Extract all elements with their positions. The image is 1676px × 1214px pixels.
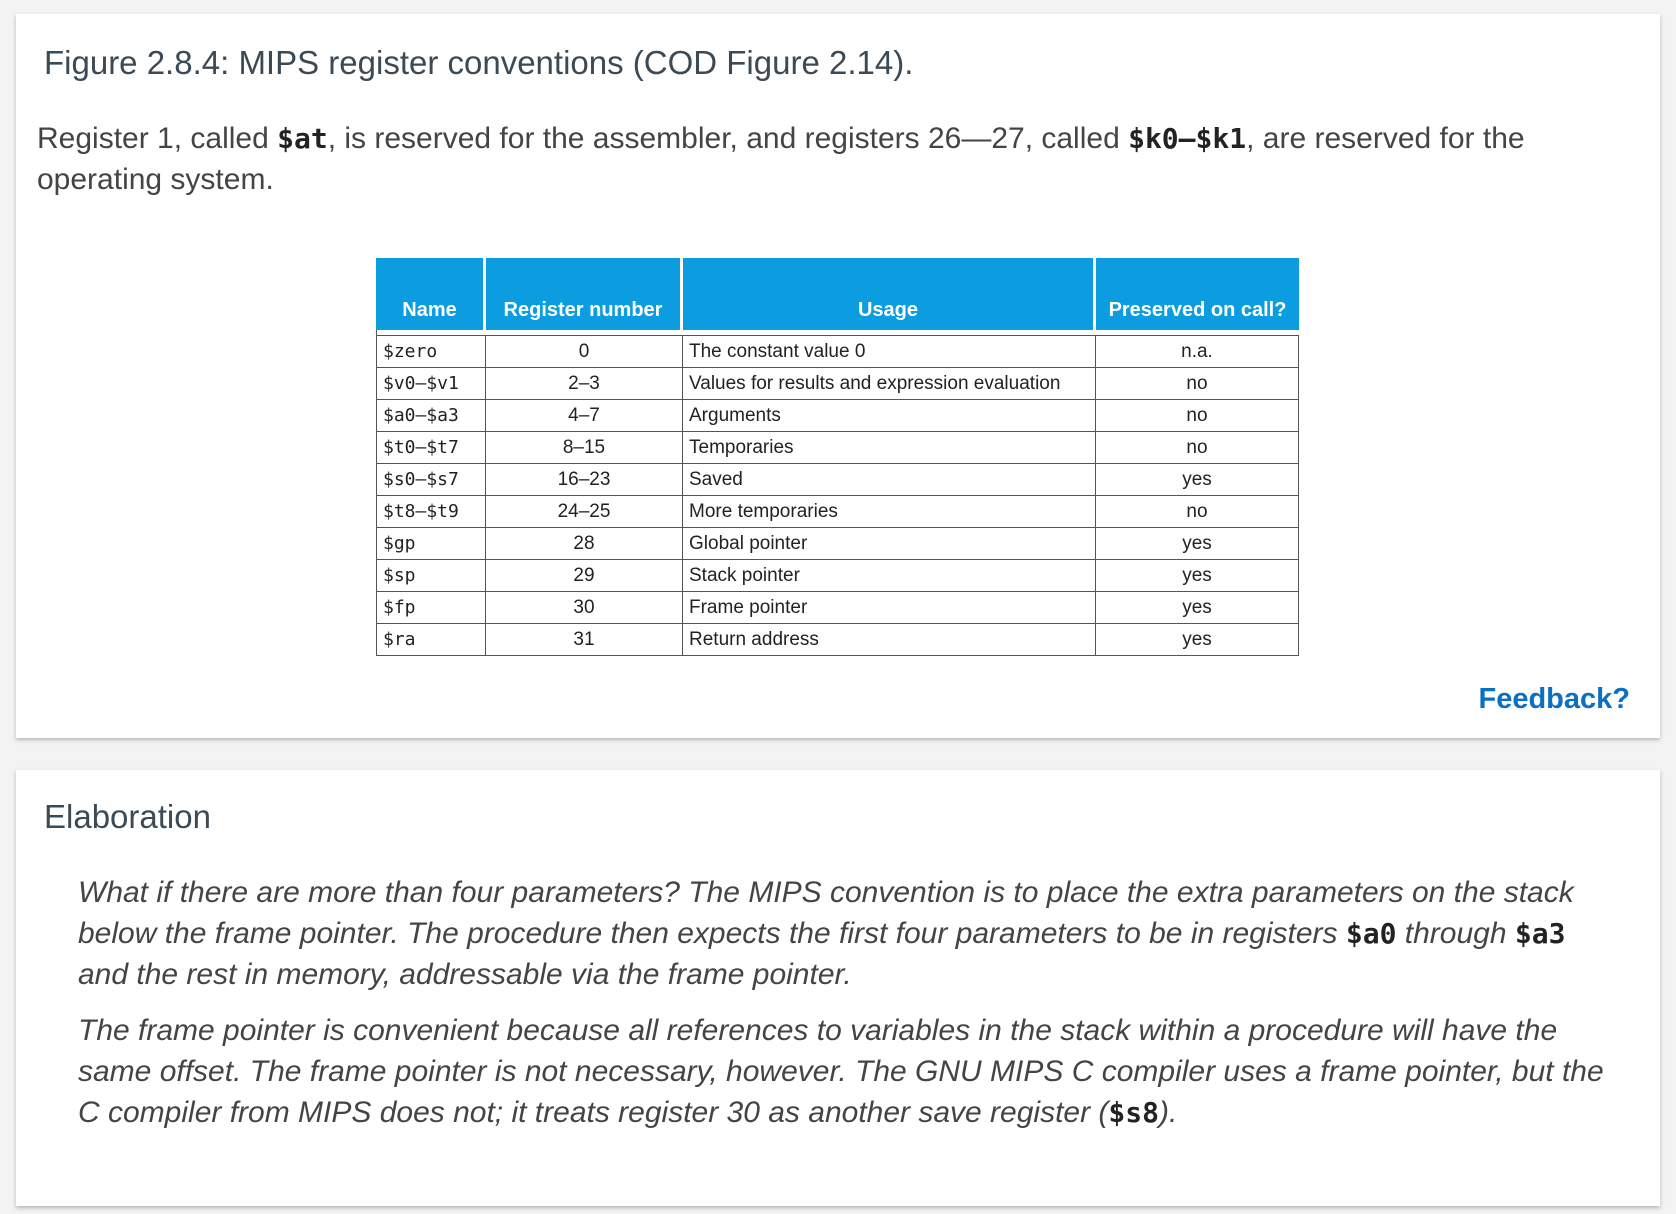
register-usage-cell: Stack pointer: [683, 560, 1096, 592]
register-preserved-cell: yes: [1096, 592, 1299, 624]
header-preserved-label: Preserved on call?: [1108, 299, 1287, 321]
register-number-cell: 16–23: [486, 464, 683, 496]
table-row: $zero 0 The constant value 0 n.a.: [376, 335, 1299, 368]
register-usage-cell: The constant value 0: [683, 335, 1096, 368]
register-number-cell: 30: [486, 592, 683, 624]
register-preserved-cell: n.a.: [1096, 335, 1299, 368]
register-number-cell: 24–25: [486, 496, 683, 528]
elab-text: ).: [1159, 1096, 1178, 1129]
register-name-cell: $t8–$t9: [376, 496, 486, 528]
register-name-cell: $s0–$s7: [376, 464, 486, 496]
register-preserved-cell: no: [1096, 400, 1299, 432]
header-register-number: Register number: [486, 258, 683, 330]
register-usage-cell: Global pointer: [683, 528, 1096, 560]
register-name-cell: $v0–$v1: [376, 368, 486, 400]
elab-code-s8: $s8: [1108, 1096, 1159, 1129]
elaboration-paragraph-1: What if there are more than four paramet…: [78, 872, 1618, 995]
table-row: $t8–$t9 24–25 More temporaries no: [376, 496, 1299, 528]
register-name-cell: $gp: [376, 528, 486, 560]
register-number-cell: 28: [486, 528, 683, 560]
register-name-cell: $t0–$t7: [376, 432, 486, 464]
header-usage: Usage: [683, 258, 1096, 330]
register-preserved-cell: yes: [1096, 464, 1299, 496]
register-number-cell: 8–15: [486, 432, 683, 464]
feedback-link[interactable]: Feedback?: [1478, 683, 1631, 715]
elaboration-title: Elaboration: [44, 798, 211, 835]
register-preserved-cell: no: [1096, 432, 1299, 464]
caption-text: Register 1, called: [37, 122, 278, 155]
table-row: $t0–$t7 8–15 Temporaries no: [376, 432, 1299, 464]
register-number-cell: 29: [486, 560, 683, 592]
elab-text: The frame pointer is convenient because …: [78, 1014, 1604, 1129]
elab-text: and the rest in memory, addressable via …: [78, 958, 852, 991]
register-name-cell: $sp: [376, 560, 486, 592]
table-row: $v0–$v1 2–3 Values for results and express…: [376, 368, 1299, 400]
caption-text: , are reserved for the operating system.: [37, 122, 1525, 196]
caption-code-at: $at: [277, 122, 328, 155]
table-row: $ra 31 Return address yes: [376, 624, 1299, 656]
figure-card: Figure 2.8.4: MIPS register conventions …: [16, 14, 1660, 738]
elaboration-card: Elaboration What if there are more than …: [16, 770, 1660, 1206]
register-preserved-cell: yes: [1096, 624, 1299, 656]
register-usage-cell: Return address: [683, 624, 1096, 656]
table-body: $zero 0 The constant value 0 n.a. $v0–$v1 2–3…: [376, 335, 1299, 656]
register-usage-cell: Saved: [683, 464, 1096, 496]
register-usage-cell: Arguments: [683, 400, 1096, 432]
register-usage-cell: Temporaries: [683, 432, 1096, 464]
table-row: $sp 29 Stack pointer yes: [376, 560, 1299, 592]
header-name: Name: [376, 258, 486, 330]
register-preserved-cell: yes: [1096, 528, 1299, 560]
header-gap: [376, 330, 1299, 335]
caption-code-k0-k1: $k0—$k1: [1128, 122, 1247, 155]
elab-code-a0: $a0: [1345, 917, 1397, 950]
elab-text: What if there are more than four paramet…: [78, 876, 1574, 950]
register-name-cell: $zero: [376, 335, 486, 368]
register-usage-cell: Frame pointer: [683, 592, 1096, 624]
table-row: $a0–$a3 4–7 Arguments no: [376, 400, 1299, 432]
register-number-cell: 4–7: [486, 400, 683, 432]
register-usage-cell: More temporaries: [683, 496, 1096, 528]
figure-title: Figure 2.8.4: MIPS register conventions …: [44, 44, 914, 81]
elab-text: through: [1396, 917, 1515, 950]
table-row: $gp 28 Global pointer yes: [376, 528, 1299, 560]
table-row: $s0–$s7 16–23 Saved yes: [376, 464, 1299, 496]
register-usage-cell: Values for results and expression evalua…: [683, 368, 1096, 400]
header-preserved: Preserved on call?: [1096, 258, 1299, 330]
register-name-cell: $fp: [376, 592, 486, 624]
table-row: $fp 30 Frame pointer yes: [376, 592, 1299, 624]
register-number-cell: 0: [486, 335, 683, 368]
register-name-cell: $a0–$a3: [376, 400, 486, 432]
table-header-row: Name Register number Usage Preserved on …: [376, 258, 1299, 330]
figure-caption: Register 1, called $at, is reserved for …: [37, 118, 1557, 200]
elab-code-a3: $a3: [1514, 917, 1566, 950]
register-number-cell: 31: [486, 624, 683, 656]
elaboration-paragraph-2: The frame pointer is convenient because …: [78, 1010, 1618, 1133]
caption-text: , is reserved for the assembler, and reg…: [327, 122, 1129, 155]
register-preserved-cell: no: [1096, 368, 1299, 400]
register-preserved-cell: yes: [1096, 560, 1299, 592]
register-conventions-table: Name Register number Usage Preserved on …: [376, 258, 1299, 656]
register-preserved-cell: no: [1096, 496, 1299, 528]
register-name-cell: $ra: [376, 624, 486, 656]
register-number-cell: 2–3: [486, 368, 683, 400]
